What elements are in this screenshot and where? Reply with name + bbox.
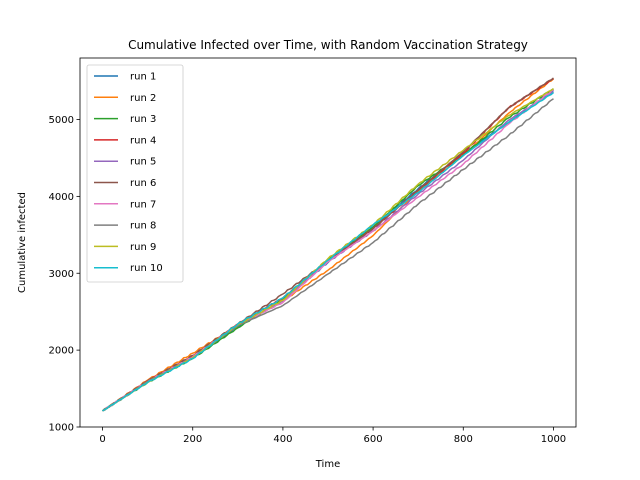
y-tick-label: 4000 <box>49 192 74 203</box>
legend-label-6: run 6 <box>130 178 156 189</box>
x-tick-label: 0 <box>99 434 105 445</box>
legend-label-5: run 5 <box>130 157 156 168</box>
x-tick-label: 600 <box>364 434 383 445</box>
x-tick-label: 800 <box>454 434 473 445</box>
chart-title: Cumulative Infected over Time, with Rand… <box>128 38 528 52</box>
x-tick-label: 200 <box>183 434 202 445</box>
legend-label-4: run 4 <box>130 135 156 146</box>
legend-label-2: run 2 <box>130 93 156 104</box>
y-axis-label: Cumulative infected <box>17 192 28 293</box>
x-tick-label: 1000 <box>541 434 566 445</box>
legend-label-10: run 10 <box>130 263 163 274</box>
legend-label-9: run 9 <box>130 242 156 253</box>
plot-area-frame <box>79 57 577 428</box>
legend: run 1 run 2 run 3 run 4 run 5 run 6 run 7 run 8… <box>86 64 184 283</box>
y-tick-label: 2000 <box>49 346 74 357</box>
series-line-2 <box>102 78 555 412</box>
legend-label-3: run 3 <box>130 114 156 125</box>
y-tick-label: 3000 <box>49 269 74 280</box>
y-axis: 1000 2000 3000 4000 5000 <box>49 115 80 434</box>
x-tick-label: 400 <box>273 434 292 445</box>
series-line-10 <box>102 92 554 412</box>
legend-label-8: run 8 <box>130 221 156 232</box>
y-tick-label: 1000 <box>49 423 74 434</box>
y-tick-label: 5000 <box>49 115 74 126</box>
legend-label-1: run 1 <box>130 72 156 83</box>
legend-label-7: run 7 <box>130 199 156 210</box>
x-axis: 0 200 400 600 800 1000 <box>99 427 566 445</box>
series-line-9 <box>102 88 554 412</box>
x-axis-label: Time <box>315 459 340 470</box>
plot-lines <box>101 77 555 412</box>
